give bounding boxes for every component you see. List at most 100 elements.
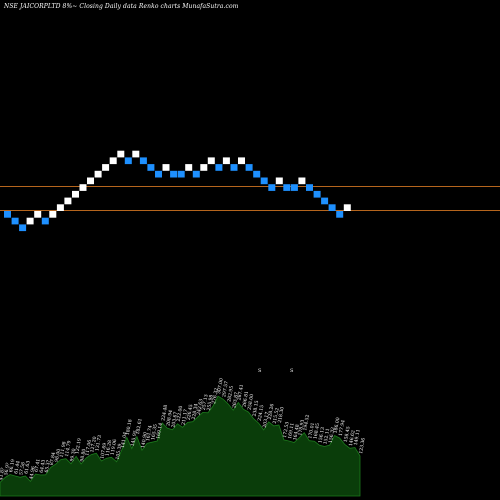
volume-label: 263.87: [231, 392, 240, 409]
renko-brick: [132, 150, 140, 158]
volume-label: 177.94: [338, 419, 347, 436]
volume-label: 215.52: [272, 407, 281, 424]
volume-label: 224.15: [257, 404, 266, 421]
renko-brick: [328, 204, 336, 211]
volume-label: 222.00: [176, 405, 185, 422]
volume-label: 276.32: [211, 387, 220, 404]
renko-brick: [268, 184, 276, 191]
volume-label: 170.01: [307, 422, 316, 439]
renko-brick: [245, 164, 253, 171]
renko-brick: [56, 204, 64, 211]
renko-brick: [109, 157, 117, 165]
volume-label: 224.48: [160, 404, 169, 421]
renko-brick: [222, 157, 230, 165]
volume-label: 87.84: [49, 452, 57, 466]
volume-label: 57.58: [18, 462, 26, 476]
volume-area: [0, 395, 361, 497]
renko-brick: [283, 184, 291, 191]
volume-label: 164.48: [292, 424, 301, 441]
renko-brick: [19, 224, 27, 232]
volume-label: 226.45: [186, 404, 195, 421]
volume-label: 258.00: [247, 393, 256, 410]
volume-label: 211.17: [181, 409, 190, 426]
renko-brick: [260, 177, 268, 185]
renko-brick: [200, 164, 208, 171]
volume-label: 242.63: [196, 398, 205, 415]
renko-brick: [102, 164, 110, 171]
volume-label: 186.00: [333, 417, 342, 434]
volume-label: 131.73: [94, 435, 103, 452]
renko-brick: [230, 164, 238, 171]
renko-brick: [64, 197, 72, 205]
renko-brick: [336, 211, 344, 218]
volume-label: 203.67: [170, 411, 179, 428]
volume-label: 218.30: [277, 406, 286, 423]
volume-label: 266.81: [241, 391, 250, 408]
volume-peak-marker: S: [290, 368, 294, 374]
volume-label: 61.44: [13, 460, 21, 474]
volume-label: 228.26: [267, 403, 276, 420]
volume-label: 114.79: [64, 440, 73, 457]
volume-label: 238.15: [252, 400, 261, 417]
renko-brick: [79, 184, 87, 191]
volume-label: 194.52: [302, 414, 311, 431]
renko-brick: [215, 164, 223, 171]
volume-label: 116.28: [105, 440, 114, 457]
volume-label: 297.57: [221, 381, 230, 398]
volume-label: 117.06: [84, 439, 93, 456]
volume-label: 307.00: [216, 378, 225, 395]
volume-label: 145.95: [130, 430, 139, 447]
volume-label: 41.8?: [0, 467, 6, 481]
volume-label: 169.14: [155, 422, 164, 439]
volume-label: 141.04: [120, 431, 129, 448]
volume-label: 178.93: [297, 419, 306, 436]
volume-label: 287.41: [236, 384, 245, 401]
renko-brick: [87, 177, 94, 185]
volume-label: 107.69: [99, 442, 108, 459]
renko-brick: [177, 170, 185, 178]
volume-label: 67.41: [34, 458, 42, 472]
volume-label: 180.18: [125, 419, 134, 436]
renko-brick: [41, 217, 49, 225]
renko-brick: [185, 164, 193, 171]
volume-label: 98.00: [54, 448, 62, 462]
renko-brick: [147, 164, 155, 171]
renko-brick: [49, 211, 57, 218]
renko-brick: [117, 150, 125, 158]
renko-brick: [124, 157, 132, 165]
chart-title: NSE JAICORPLTD 8%~ Closing Daily data Re…: [4, 3, 239, 10]
volume-label: 64.43: [39, 459, 47, 473]
volume-label: 208.94: [165, 409, 174, 426]
renko-brick: [275, 177, 283, 185]
volume-label: 182.61: [135, 418, 144, 435]
volume-label: 127.20: [89, 436, 98, 453]
renko-brick: [139, 157, 147, 165]
volume-label: 98.80: [79, 448, 87, 462]
renko-brick: [192, 170, 200, 178]
volume-label: 146.62: [348, 430, 357, 447]
renko-brick: [26, 217, 34, 225]
renko-brick: [298, 177, 306, 185]
volume-label: 172.53: [282, 421, 291, 438]
volume-label: 99.30: [69, 448, 77, 462]
volume-label: 169.11: [287, 422, 296, 439]
volume-label: 66.19: [8, 459, 16, 473]
volume-peak-marker: S: [258, 368, 262, 374]
renko-brick: [306, 184, 313, 191]
volume-label: 149.11: [353, 429, 362, 446]
renko-brick: [170, 170, 178, 178]
volume-label: 156.13: [317, 427, 326, 444]
renko-brick: [253, 170, 261, 178]
renko-brick: [11, 217, 19, 225]
volume-label: 165.35: [150, 424, 159, 441]
renko-brick: [72, 190, 79, 198]
renko-brick: [343, 204, 351, 211]
volume-label: 65.3?: [44, 459, 52, 473]
renko-brick: [321, 197, 329, 205]
volume-label: 168.45: [312, 423, 321, 440]
renko-brick: [34, 211, 42, 218]
renko-brick: [207, 157, 215, 165]
volume-label: 56.9?: [3, 462, 11, 476]
volume-label: 161.74: [145, 425, 154, 442]
